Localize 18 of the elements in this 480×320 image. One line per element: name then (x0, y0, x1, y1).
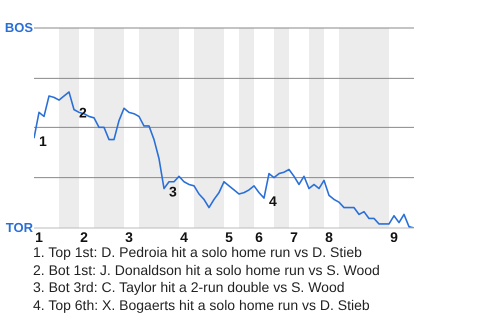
text: 4. Top 6th: X. Bogaerts hit a solo home run vs D. Stieb (33, 296, 371, 314)
text: 1. Top 1st: D. Pedroia hit a solo home run vs D. Stieb (33, 244, 363, 262)
x-tick-label: 9 (390, 228, 398, 245)
annotation: 1 (39, 133, 47, 150)
text: 3. Bot 3rd: C. Taylor hit a 2-run double vs S. Wood (33, 279, 346, 296)
annotation: 4 (269, 193, 277, 210)
text: TOR (4, 220, 33, 236)
text: 2. Bot 1st: J. Donaldson hit a solo home run vs S. Wood (33, 262, 380, 279)
annotation: 3 (169, 184, 177, 200)
x-tick-label: 1 (35, 228, 44, 245)
x-tick-label: 3 (125, 228, 134, 245)
x-tick-label: 4 (180, 228, 188, 245)
x-tick-label: 6 (255, 228, 264, 245)
x-tick-label: 5 (225, 228, 234, 245)
text: BOS (4, 20, 33, 36)
x-tick-label: 7 (290, 228, 298, 245)
x-tick-label: 8 (325, 228, 334, 245)
x-tick-label: 2 (80, 228, 88, 245)
